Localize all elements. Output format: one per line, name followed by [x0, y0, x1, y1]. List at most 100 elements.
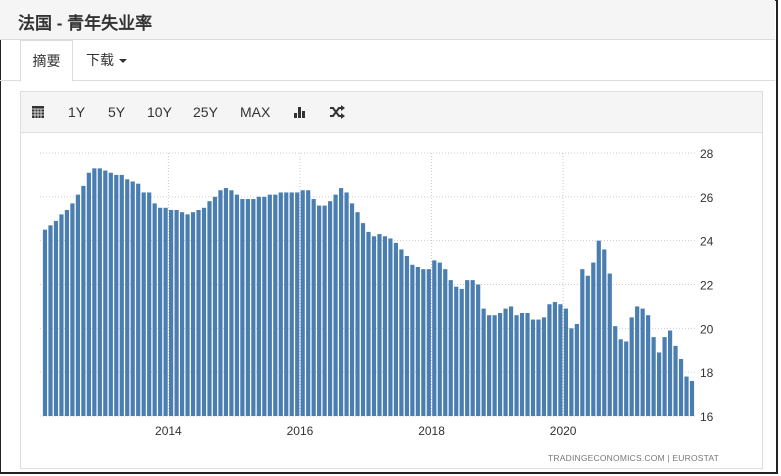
bar [245, 199, 250, 416]
bar [437, 262, 442, 416]
source-credit: TRADINGECONOMICS.COM | EUROSTAT [548, 453, 720, 463]
bar [234, 194, 240, 416]
y-tick-label: 24 [700, 235, 714, 249]
bar [503, 308, 508, 416]
bar [476, 284, 481, 416]
bar [64, 209, 70, 416]
bar [613, 326, 618, 416]
bar [393, 242, 399, 416]
page-title: 法国 - 青年失业率 [18, 14, 153, 33]
bar [382, 236, 388, 416]
bar [657, 352, 662, 416]
bar [465, 280, 470, 416]
bar [399, 249, 404, 416]
bar [322, 205, 327, 416]
bar [130, 181, 135, 416]
bar [366, 231, 371, 416]
bar [125, 179, 130, 416]
bar [678, 359, 684, 416]
chart-toolbar: 1Y 5Y 10Y 25Y MAX [20, 91, 763, 133]
bar [667, 330, 673, 416]
bar [607, 273, 612, 416]
tab-download-label: 下载 [86, 52, 114, 68]
bar [295, 192, 300, 416]
bar [574, 323, 579, 416]
bar [514, 315, 519, 416]
bar [689, 380, 695, 416]
range-10y-button[interactable]: 10Y [147, 104, 172, 120]
bar [223, 188, 229, 416]
bar [212, 196, 218, 416]
bar [190, 212, 196, 416]
bar [552, 302, 558, 416]
y-tick-label: 22 [700, 279, 714, 293]
bar [662, 337, 667, 416]
bar [497, 312, 503, 416]
bar [360, 223, 366, 416]
bar [585, 275, 590, 416]
bar [541, 317, 547, 416]
bar [169, 209, 174, 416]
bar [59, 214, 64, 416]
bar [426, 269, 431, 416]
x-tick-label: 2014 [155, 424, 182, 438]
bar [355, 212, 360, 416]
bar [185, 214, 190, 416]
bar [640, 308, 645, 416]
bar [81, 185, 86, 416]
caret-down-icon [119, 59, 127, 64]
bar [289, 192, 294, 416]
bar [103, 170, 108, 416]
bar [563, 308, 568, 416]
bar [196, 209, 201, 416]
bar [42, 229, 48, 416]
bar [267, 194, 272, 416]
bar [273, 194, 278, 416]
bar [114, 174, 119, 416]
bar [421, 269, 426, 416]
tab-download[interactable]: 下载 [86, 40, 127, 80]
bar [684, 376, 689, 416]
bar [525, 312, 530, 416]
bar [229, 190, 234, 416]
bar [470, 280, 475, 416]
bar [179, 212, 185, 416]
bar [404, 256, 409, 416]
bar [646, 315, 651, 416]
bar [207, 201, 212, 416]
range-25y-button[interactable]: 25Y [193, 104, 218, 120]
bar [328, 201, 333, 416]
bar [201, 207, 207, 416]
bar [338, 188, 344, 416]
bar [70, 203, 75, 416]
bar [481, 308, 486, 416]
y-tick-label: 16 [700, 410, 714, 424]
bar [448, 280, 453, 416]
bar [443, 269, 448, 416]
bar [53, 220, 59, 416]
range-5y-button[interactable]: 5Y [108, 104, 126, 120]
x-tick-label: 2016 [287, 424, 314, 438]
bar [317, 205, 322, 416]
page-header: 法国 - 青年失业率 [0, 0, 775, 40]
bar [454, 286, 459, 416]
bar [618, 339, 623, 416]
y-tick-label: 26 [700, 191, 714, 205]
bar [278, 192, 283, 416]
bar [651, 337, 656, 416]
bar [624, 341, 629, 416]
bar [119, 174, 124, 416]
bar [136, 183, 141, 416]
bar [388, 238, 393, 416]
bar [344, 192, 349, 416]
range-max-button[interactable]: MAX [240, 104, 271, 120]
tab-summary[interactable]: 摘要 [20, 40, 73, 82]
bar [508, 306, 514, 416]
bar [147, 192, 152, 416]
bar [432, 260, 437, 416]
bar [591, 262, 596, 416]
bar [580, 269, 585, 416]
bar [251, 199, 256, 416]
y-tick-label: 28 [700, 147, 714, 161]
range-1y-button[interactable]: 1Y [68, 104, 86, 120]
